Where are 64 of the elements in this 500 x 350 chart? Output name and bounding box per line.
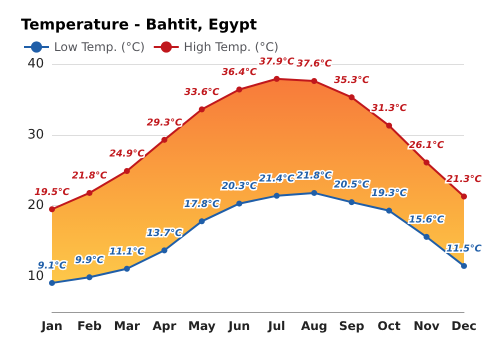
data-label: 37.9°C (259, 56, 294, 68)
point (198, 106, 205, 112)
x-tick-label: Aug (300, 319, 328, 333)
data-label: 19.5°C (34, 186, 70, 198)
point (274, 76, 280, 82)
data-label: 9.9°C (75, 254, 104, 266)
point (461, 194, 467, 200)
y-tick-label: 20 (27, 198, 44, 214)
x-tick-label: Oct (378, 319, 401, 333)
point (161, 247, 168, 254)
x-tick-label: Nov (413, 319, 440, 333)
data-label: 13.7°C (146, 228, 182, 239)
point (49, 280, 55, 286)
point (86, 274, 92, 280)
point (424, 159, 430, 166)
point (49, 206, 55, 212)
data-label: 35.3°C (334, 74, 370, 86)
x-tick-label: Jan (40, 319, 63, 333)
point (311, 78, 318, 84)
x-tick-label: Jun (227, 319, 250, 333)
data-label: 29.3°C (146, 117, 182, 128)
point (161, 136, 168, 143)
data-label: 33.6°C (184, 86, 220, 98)
legend-label: Low Temp. (°C) (54, 40, 145, 54)
chart-title: Temperature - Bahtit, Egypt (21, 16, 257, 34)
data-label: 21.3°C (446, 174, 482, 186)
y-tick-label: 30 (27, 127, 44, 142)
point (386, 122, 392, 129)
point (348, 94, 355, 100)
data-label: 17.8°C (184, 198, 220, 210)
data-label: 15.6°C (408, 214, 444, 226)
point (424, 234, 430, 240)
data-label: 37.6°C (296, 58, 332, 70)
point (198, 218, 205, 224)
point (124, 266, 130, 272)
point (236, 86, 242, 93)
data-label: 36.4°C (222, 67, 257, 78)
point (386, 208, 392, 214)
data-label: 20.3°C (222, 181, 257, 192)
data-label: 19.3°C (372, 188, 407, 200)
x-tick-label: May (188, 319, 216, 333)
y-tick-label: 10 (27, 269, 44, 284)
data-label: 20.5°C (334, 180, 370, 191)
x-tick-label: Feb (77, 319, 102, 333)
point (86, 190, 92, 196)
point (311, 190, 318, 196)
data-label: 11.1°C (109, 246, 145, 258)
point (274, 192, 280, 199)
y-tick-label: 40 (27, 56, 44, 72)
data-label: 21.4°C (259, 173, 294, 184)
data-label: 31.3°C (372, 103, 407, 114)
legend-label: High Temp. (°C) (184, 40, 279, 54)
x-tick-label: Dec (451, 319, 477, 333)
point (461, 262, 467, 269)
point (124, 168, 130, 174)
data-label: 21.8°C (72, 170, 108, 182)
data-label: 21.8°C (296, 170, 332, 182)
x-tick-label: Sep (338, 319, 365, 333)
x-tick-label: Apr (152, 319, 176, 333)
data-label: 24.9°C (109, 148, 145, 160)
point (348, 199, 355, 206)
x-tick-label: Jul (267, 319, 286, 333)
x-tick-label: Mar (114, 319, 140, 333)
point (236, 200, 242, 207)
